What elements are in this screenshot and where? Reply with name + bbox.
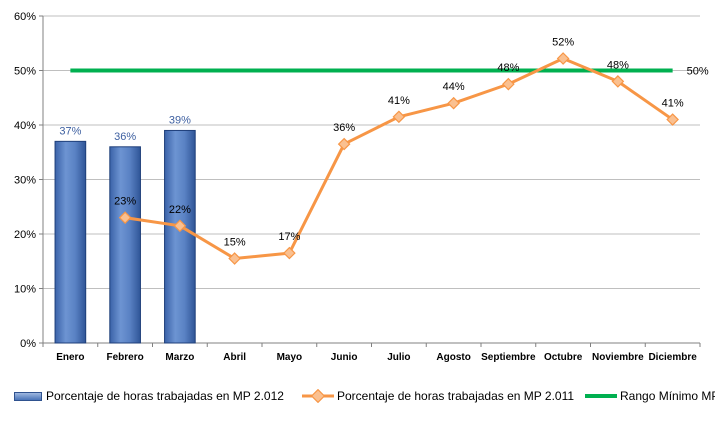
series-2011-marker [666,113,679,126]
chart: 0% 10% 20% 30% 40% 50% 60% Enero Febrero Marzo Ab… [14,11,709,363]
series-2011-marker [392,110,406,124]
legend: Porcentaje de horas trabajadas en MP 2.0… [14,386,715,406]
bar-series [54,129,196,344]
legend-item-mp-2012: Porcentaje de horas trabajadas en MP 2.0… [14,386,284,406]
bar-data-label: 37% [59,125,81,137]
x-tick-label: Octubre [544,352,583,363]
line-data-label: 41% [388,95,410,107]
bar-data-label: 39% [169,114,191,126]
bar [54,140,87,344]
series-2011-marker [447,96,460,110]
legend-label-mp-2011: Porcentaje de horas trabajadas en MP 2.0… [337,389,575,403]
y-tick-label: 40% [14,120,36,132]
line-data-label: 52% [552,37,574,49]
line-series [70,52,679,265]
gridlines [43,15,700,289]
x-tick-label: Diciembre [648,352,697,363]
line-data-label: 44% [443,81,465,93]
series-2011-line [124,57,674,261]
line-data-label: 17% [278,231,300,243]
bar [164,129,196,344]
line-data-label: 41% [662,98,684,110]
x-tick-label: Julio [387,352,410,363]
series-2011-marker [502,77,515,91]
x-axis: Enero Febrero Marzo Abril Mayo Junio Julio Agos… [42,342,701,363]
data-labels: 37% 36% 39% 50% 23% 22% 15% 17% 36% 41% 44% 48% 52% 4… [59,37,709,249]
y-tick-label: 20% [14,229,36,241]
line-data-label: 23% [114,196,136,208]
legend-bar-swatch [14,391,42,401]
line-data-label: 36% [333,122,355,134]
legend-item-rango-minimo: Rango Mínimo MP [585,386,715,406]
y-tick-label: 0% [20,338,36,350]
x-tick-label: Febrero [107,352,144,363]
y-axis: 0% 10% 20% 30% 40% 50% 60% [14,11,44,350]
bar [109,146,141,344]
series-2011-marker [611,75,625,88]
legend-line-marker-swatch [302,389,334,403]
x-tick-label: Junio [331,352,358,363]
series-2011-marker [173,219,187,233]
x-tick-label: Mayo [277,352,303,363]
min-range-label: 50% [687,66,709,78]
y-tick-label: 30% [14,175,36,187]
bar-data-label: 36% [114,131,136,143]
x-tick-label: Septiembre [481,352,536,363]
line-data-label: 15% [224,237,246,249]
series-2011-marker [228,252,241,265]
x-tick-label: Enero [56,352,84,363]
line-data-label: 48% [607,59,629,71]
y-tick-label: 50% [14,66,36,78]
x-tick-label: Noviembre [592,352,644,363]
series-2011-marker [556,52,570,65]
series-2011-marker [337,137,351,151]
series-2011-marker [118,211,132,224]
legend-label-rango-minimo: Rango Mínimo MP [620,389,715,403]
legend-green-line-swatch [585,394,617,398]
legend-item-mp-2011: Porcentaje de horas trabajadas en MP 2.0… [302,386,574,406]
x-tick-label: Marzo [165,352,194,363]
y-tick-label: 60% [14,11,36,23]
x-tick-label: Abril [223,352,246,363]
line-data-label: 48% [497,62,519,74]
x-tick-label: Agosto [436,352,470,363]
legend-label-mp-2012: Porcentaje de horas trabajadas en MP 2.0… [46,389,284,403]
line-data-label: 22% [169,204,191,216]
series-2011-marker [283,246,296,260]
y-tick-label: 10% [14,284,36,296]
